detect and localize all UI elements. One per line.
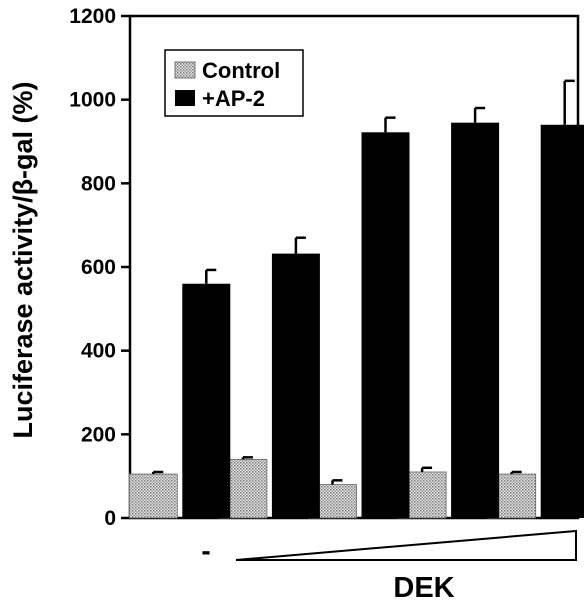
bars <box>128 79 584 519</box>
bar-ap2 <box>540 124 584 519</box>
legend-label-control: Control <box>202 58 280 83</box>
y-axis-title: Luciferase activity/β-gal (%) <box>8 81 38 438</box>
bar-ap2 <box>182 283 231 518</box>
bar-ap2 <box>451 122 500 519</box>
bar-ap2 <box>271 253 320 518</box>
legend: Control +AP-2 <box>164 49 304 117</box>
bar-ap2 <box>361 132 410 518</box>
bar-control <box>128 473 178 519</box>
y-tick-label: 600 <box>81 256 116 279</box>
y-tick-label: 1000 <box>69 89 116 112</box>
y-tick-label: 400 <box>81 340 116 363</box>
y-tick-label: 0 <box>104 507 116 530</box>
dek-gradient-wedge <box>235 529 577 561</box>
legend-label-ap2: +AP-2 <box>202 86 265 111</box>
legend-swatch-control <box>174 61 196 79</box>
legend-swatch-ap2 <box>175 90 195 106</box>
y-tick-label: 1200 <box>69 5 116 28</box>
y-tick-label: 200 <box>81 423 116 446</box>
no-dek-label: - <box>201 535 210 566</box>
y-tick-label: 800 <box>81 172 116 195</box>
y-axis: 0 200 400 600 800 1000 1200 <box>69 5 130 530</box>
dek-label: DEK <box>393 572 454 604</box>
